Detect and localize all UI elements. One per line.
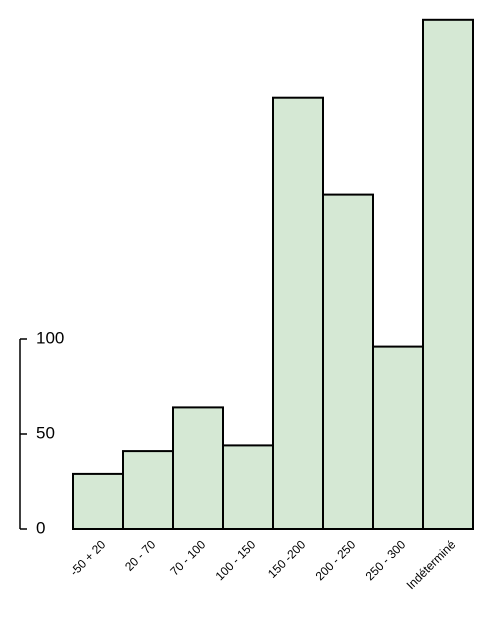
bar (172, 406, 224, 530)
x-tick-label: 150 -200 (265, 537, 309, 581)
x-tick-label: Indéterminé (404, 537, 459, 592)
x-tick-label: -50 + 20 (67, 537, 109, 579)
bar (372, 345, 424, 530)
bar (72, 472, 124, 530)
bar (222, 444, 274, 530)
x-tick-label: 20 - 70 (122, 537, 159, 574)
y-tick-label: 0 (36, 518, 45, 537)
bar (122, 450, 174, 531)
y-tick-label: 100 (36, 328, 64, 347)
x-tick-label: 70 - 100 (167, 537, 208, 578)
bar (322, 193, 374, 530)
y-tick-label: 50 (36, 423, 55, 442)
bar (422, 18, 474, 531)
x-tick-label: 250 - 300 (363, 537, 409, 583)
x-tick-label: 100 - 150 (213, 537, 259, 583)
x-tick-label: 200 - 250 (313, 537, 359, 583)
bar (272, 96, 324, 530)
